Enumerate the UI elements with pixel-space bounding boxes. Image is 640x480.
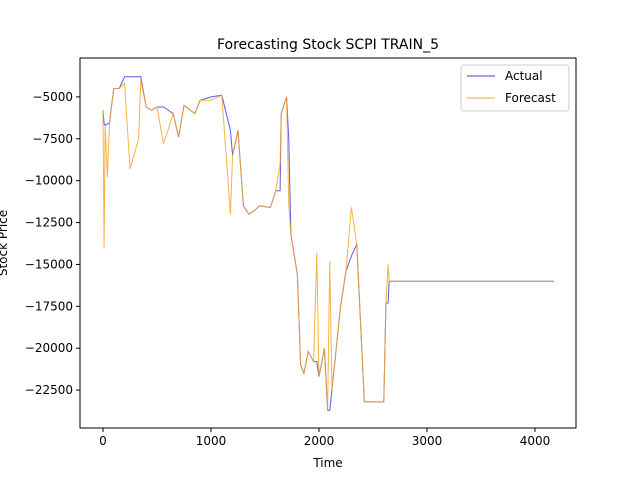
y-tick-label: −15000 — [25, 257, 73, 271]
x-tick-label: 3000 — [412, 434, 443, 448]
y-tick-label: −10000 — [25, 174, 73, 188]
y-tick-label: −12500 — [25, 216, 73, 230]
x-tick-label: 1000 — [196, 434, 227, 448]
series-line — [102, 80, 554, 411]
plot-frame — [79, 57, 577, 429]
x-axis-label: Time — [312, 456, 342, 470]
x-tick-label: 4000 — [520, 434, 551, 448]
chart-title: Forecasting Stock SCPI TRAIN_5 — [217, 37, 439, 53]
y-tick-label: −7500 — [32, 132, 73, 146]
legend-label: Actual — [505, 69, 543, 83]
x-tick-label: 2000 — [304, 434, 335, 448]
y-tick-label: −5000 — [32, 90, 73, 104]
x-tick-label: 0 — [99, 434, 107, 448]
y-tick-label: −22500 — [25, 383, 73, 397]
y-tick-label: −20000 — [25, 341, 73, 355]
y-axis-label: Stock Price — [0, 210, 10, 276]
legend-label: Forecast — [505, 91, 556, 105]
y-tick-label: −17500 — [25, 299, 73, 313]
